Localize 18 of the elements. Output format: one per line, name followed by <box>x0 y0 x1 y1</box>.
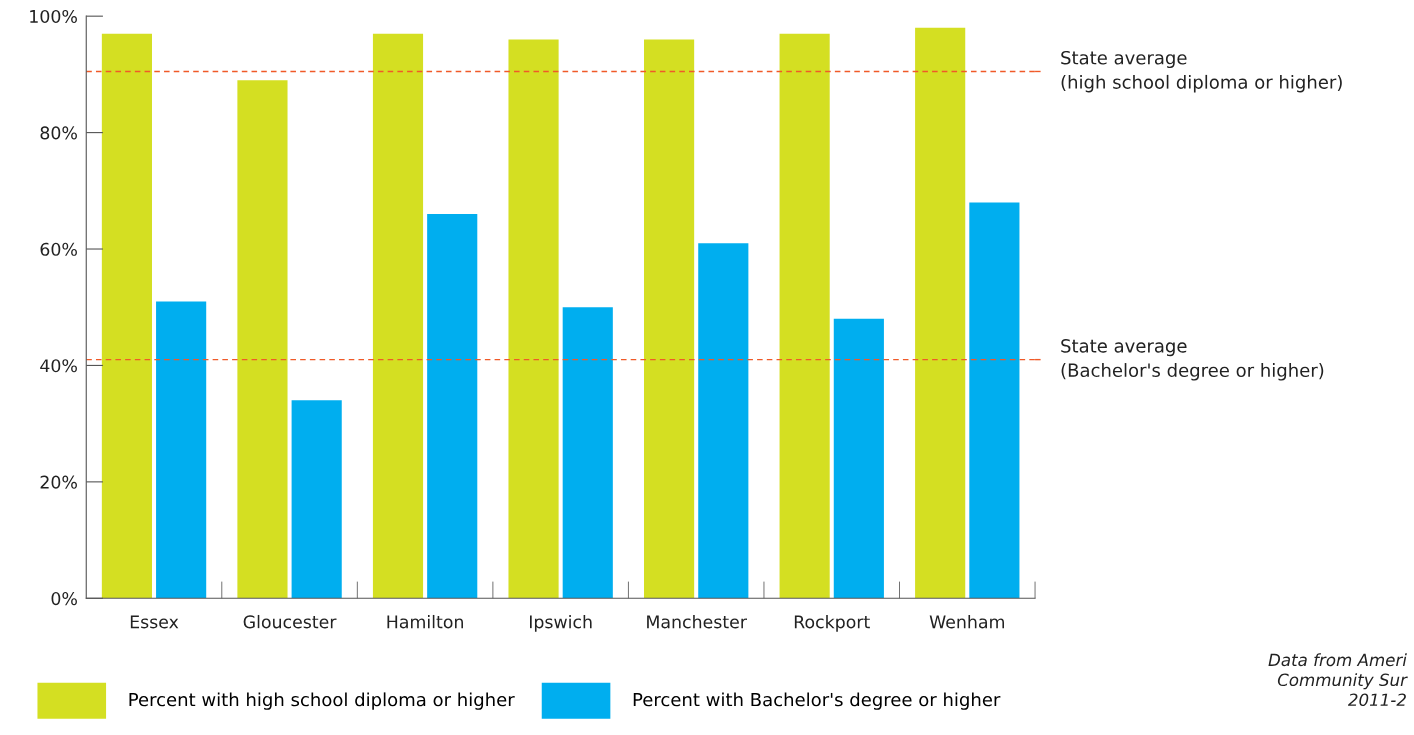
text: Data from Ameri Community Sur 2011-2 <box>1268 653 1408 707</box>
legend-label: Percent with Bachelor's degree or higher <box>633 692 1001 710</box>
y-tick-label: 60% <box>40 242 77 256</box>
x-tick-label: Gloucester <box>243 614 337 629</box>
x-tick-label: Ipswich <box>529 614 592 632</box>
x-tick-label: Essex <box>130 615 179 629</box>
ref-line-label: State average (high school diploma or higher) <box>1061 50 1342 93</box>
y-tick-label: 100% <box>30 9 77 24</box>
ref-line-label: State average (Bachelor's degree or higher) <box>1061 339 1324 381</box>
y-tick-label: 40% <box>40 359 77 373</box>
y-tick-label: 80% <box>40 126 77 140</box>
x-tick-label: Wenham <box>929 614 1004 629</box>
x-tick-label: Rockport <box>794 614 870 632</box>
x-tick-label: Hamilton <box>387 614 463 629</box>
y-tick-label: 0% <box>51 592 77 606</box>
legend-label: Percent with high school diploma or higher <box>129 692 515 710</box>
x-tick-label: Manchester <box>647 614 747 629</box>
y-tick-label: 20% <box>40 475 77 489</box>
